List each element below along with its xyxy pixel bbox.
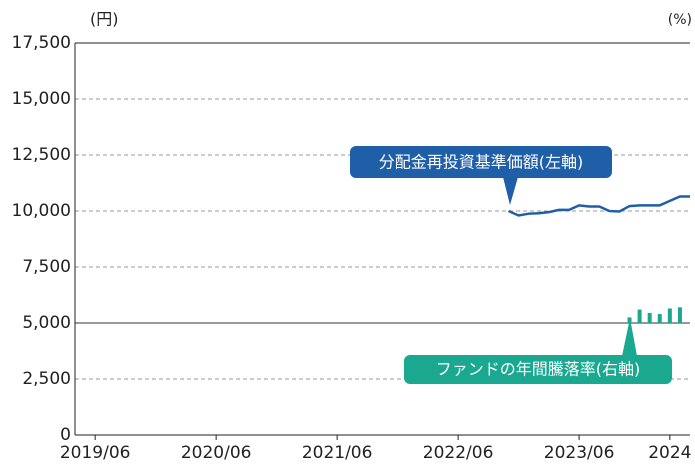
- x-tick-label: 2023/06: [544, 443, 615, 462]
- y2-axis-label: (%): [668, 12, 692, 28]
- bar: [647, 312, 652, 323]
- y-axis-label: (円): [90, 10, 119, 29]
- bar: [657, 314, 662, 323]
- legend-label: 分配金再投資基準価額(左軸): [379, 153, 584, 172]
- line: [508, 195, 690, 217]
- x-tick-label: 2021/06: [302, 443, 373, 462]
- x-tick-label: 2024: [648, 443, 691, 462]
- y-tick-label: 10,000: [12, 201, 71, 221]
- callout-line: 分配金再投資基準価額(左軸): [350, 146, 612, 205]
- y-tick-label: 17,500: [12, 33, 71, 53]
- bar: [677, 307, 682, 323]
- x-tick-label: 2020/06: [181, 443, 252, 462]
- x-tick-label: 2022/06: [423, 443, 494, 462]
- callout-bar: ファンドの年間騰落率(右軸): [404, 318, 672, 384]
- y-tick-label: 2,500: [22, 369, 71, 389]
- bar: [667, 308, 672, 323]
- legend-label: ファンドの年間騰落率(右軸): [436, 360, 641, 379]
- y-tick-label: 7,500: [22, 257, 71, 277]
- bar: [627, 317, 632, 323]
- bar: [637, 309, 642, 323]
- y-tick-label: 12,500: [12, 145, 71, 165]
- x-tick-label: 2019/06: [60, 443, 131, 462]
- y-tick-label: 0: [60, 425, 71, 445]
- y-tick-label: 5,000: [22, 313, 71, 333]
- y-tick-label: 15,000: [12, 89, 71, 109]
